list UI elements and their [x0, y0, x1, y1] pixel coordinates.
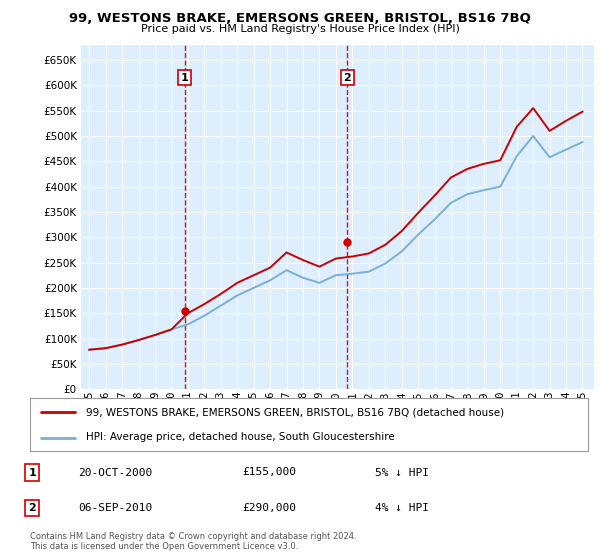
Text: 20-OCT-2000: 20-OCT-2000 [78, 468, 152, 478]
Text: Contains HM Land Registry data © Crown copyright and database right 2024.
This d: Contains HM Land Registry data © Crown c… [30, 532, 356, 552]
Text: Price paid vs. HM Land Registry's House Price Index (HPI): Price paid vs. HM Land Registry's House … [140, 24, 460, 34]
Text: £155,000: £155,000 [242, 468, 296, 478]
Text: 06-SEP-2010: 06-SEP-2010 [78, 503, 152, 513]
Text: 2: 2 [28, 503, 36, 513]
Text: HPI: Average price, detached house, South Gloucestershire: HPI: Average price, detached house, Sout… [86, 432, 395, 442]
Text: 1: 1 [181, 73, 188, 83]
Text: 1: 1 [28, 468, 36, 478]
Text: 5% ↓ HPI: 5% ↓ HPI [375, 468, 429, 478]
Text: 99, WESTONS BRAKE, EMERSONS GREEN, BRISTOL, BS16 7BQ: 99, WESTONS BRAKE, EMERSONS GREEN, BRIST… [69, 12, 531, 25]
Text: 99, WESTONS BRAKE, EMERSONS GREEN, BRISTOL, BS16 7BQ (detached house): 99, WESTONS BRAKE, EMERSONS GREEN, BRIST… [86, 408, 504, 418]
Text: £290,000: £290,000 [242, 503, 296, 513]
Text: 4% ↓ HPI: 4% ↓ HPI [375, 503, 429, 513]
Text: 2: 2 [343, 73, 351, 83]
